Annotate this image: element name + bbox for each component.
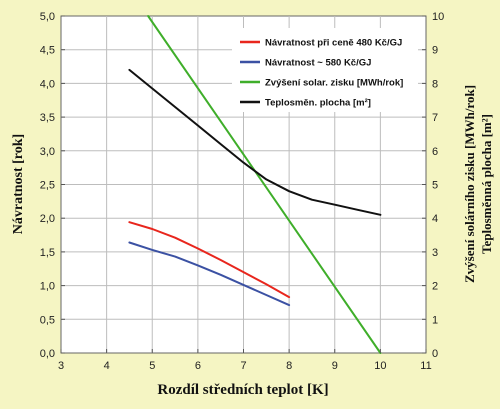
y-axis-right-title-1: Zvýšení solárního zisku [MWh/rok]	[462, 85, 477, 283]
legend: Návratnost při ceně 480 Kč/GJ Návratnost …	[232, 28, 418, 112]
y-right-tick-label: 3	[432, 247, 438, 259]
y-left-tick-label: 0,0	[40, 348, 55, 360]
y-right-tick-label: 10	[432, 11, 444, 23]
y-left-tick-label: 5,0	[40, 11, 55, 23]
series-line-solar-gain	[147, 15, 382, 354]
series-line-exchange-area	[128, 68, 382, 216]
x-tick-label: 6	[195, 360, 201, 372]
y-right-tick-label: 5	[432, 180, 438, 192]
x-tick-label: 8	[286, 360, 292, 372]
y-right-tick-label: 0	[432, 348, 438, 360]
series-layer	[128, 15, 382, 354]
y-left-tick-label: 2,5	[40, 180, 55, 192]
y-left-tick-label: 3,0	[40, 146, 55, 158]
series-line-return-480	[128, 221, 291, 299]
y-left-tick-label: 4,0	[40, 78, 55, 90]
y-axis-right-title-2: Teplosměnná plocha [m²]	[479, 114, 494, 254]
y-right-tick-label: 8	[432, 78, 438, 90]
ticks-layer: 3 4 5 6 7 8 9 10 110,00,51,01,52,02,53,03,54,04,…	[40, 11, 445, 372]
legend-box	[232, 28, 418, 112]
y-right-tick-label: 1	[432, 314, 438, 326]
legend-label: Teplosměn. plocha [m²]	[265, 98, 371, 109]
x-tick-label: 11	[420, 360, 431, 372]
y-left-tick-label: 1,0	[40, 281, 55, 293]
y-right-tick-label: 6	[432, 146, 438, 158]
y-right-tick-label: 7	[432, 112, 438, 124]
y-left-tick-label: 4,5	[40, 45, 55, 57]
y-left-tick-label: 3,5	[40, 112, 55, 124]
y-left-tick-label: 2,0	[40, 213, 55, 225]
legend-label: Návratnost ~ 580 Kč/GJ	[265, 58, 371, 69]
x-tick-label: 10	[374, 360, 386, 372]
x-tick-label: 7	[240, 360, 246, 372]
x-tick-label: 5	[149, 360, 155, 372]
y-left-tick-label: 1,5	[40, 247, 55, 259]
legend-label: Zvýšení solar. zisku [MWh/rok]	[265, 78, 403, 89]
legend-label: Návratnost při ceně 480 Kč/GJ	[265, 38, 402, 49]
y-axis-left-title: Návratnost [rok]	[11, 134, 26, 234]
y-right-tick-label: 9	[432, 45, 438, 57]
y-right-tick-label: 4	[432, 213, 438, 225]
x-tick-label: 4	[104, 360, 110, 372]
x-tick-label: 3	[58, 360, 64, 372]
y-right-tick-label: 2	[432, 281, 438, 293]
x-axis-title: Rozdíl středních teplot [K]	[157, 382, 328, 398]
x-tick-label: 9	[332, 360, 338, 372]
series-line-return-580	[128, 241, 291, 307]
y-left-tick-label: 0,5	[40, 314, 55, 326]
